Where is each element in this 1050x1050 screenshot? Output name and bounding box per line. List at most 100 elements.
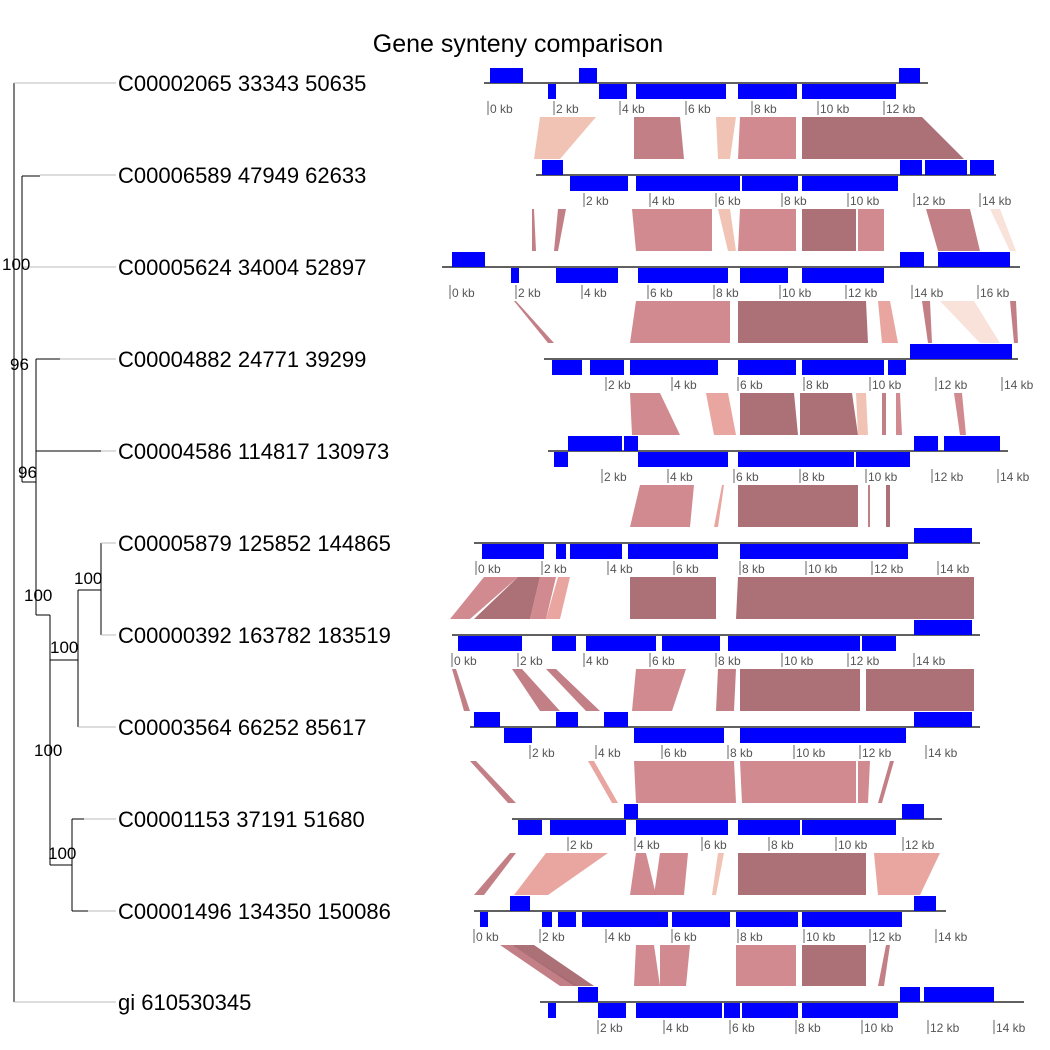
synteny-link (940, 301, 1000, 343)
tick-label: 2 kb (556, 102, 579, 116)
leaf-label-6: C00000392 163782 183519 (118, 623, 391, 648)
synteny-links (450, 117, 1018, 986)
synteny-link (474, 577, 540, 619)
synteny-link (512, 669, 560, 711)
gene-block (636, 84, 726, 99)
synteny-link (856, 393, 868, 435)
gene-block (556, 544, 566, 559)
tick-label: 0 kb (490, 102, 513, 116)
gene-block (802, 268, 878, 283)
tick-label: 8 kb (742, 562, 765, 576)
synteny-link (630, 485, 694, 527)
gene-block (902, 804, 924, 819)
gene-block (900, 160, 922, 175)
genome-track-4: 2 kb 4 kb 6 kb 8 kb 10 kb 12 kb 14 kb (548, 436, 1030, 484)
genome-track-3: 2 kb 4 kb 6 kb 8 kb 10 kb 12 kb 14 kb (544, 344, 1034, 392)
synteny-link (514, 853, 608, 895)
gene-block (582, 912, 668, 927)
gene-block (482, 544, 544, 559)
support-value-7: 100 (48, 844, 76, 863)
genome-track-1: 2 kb 4 kb 6 kb 8 kb 10 kb 12 kb 14 kb (536, 160, 1012, 208)
gene-block (480, 912, 488, 927)
gene-block (856, 452, 910, 467)
synteny-link (534, 117, 596, 159)
gene-block (599, 84, 627, 99)
gene-block (542, 160, 563, 175)
tick-label: 8 kb (740, 930, 763, 944)
tree-leaf-labels: C00002065 33343 50635 C00006589 47949 626… (118, 71, 391, 1015)
genome-track-9: 0 kb 2 kb 4 kb 6 kb 8 kb 10 kb 12 kb 14 kb (473, 896, 968, 944)
synteny-link (874, 853, 940, 895)
synteny-link (738, 853, 866, 895)
gene-block (802, 912, 902, 927)
synteny-link (878, 761, 894, 803)
tick-label: 6 kb (732, 1021, 755, 1035)
gene-block (802, 360, 884, 375)
gene-block (542, 912, 552, 927)
leaf-label-8: C00001153 37191 51680 (118, 807, 365, 832)
synteny-link (714, 485, 724, 527)
tick-label: 10 kb (782, 286, 812, 300)
synteny-link (654, 853, 688, 895)
genome-track-10: 2 kb 4 kb 6 kb 8 kb 10 kb 12 kb 14 kb (540, 987, 1026, 1035)
gene-block (458, 636, 522, 651)
leaf-label-7: C00003564 66252 85617 (118, 715, 366, 740)
support-value-5: 100 (50, 638, 78, 657)
gene-block (878, 268, 884, 283)
synteny-link (738, 301, 868, 343)
synteny-link (738, 485, 858, 527)
tick-label: 6 kb (740, 378, 763, 392)
support-value-1: 96 (10, 355, 29, 374)
support-value-2: 96 (18, 463, 37, 482)
support-value-3: 100 (24, 586, 52, 605)
tick-label: 14 kb (914, 286, 944, 300)
gene-block (634, 728, 724, 743)
tick-label: 12 kb (848, 286, 878, 300)
tick-label: 2 kb (570, 838, 593, 852)
gene-block (802, 820, 896, 835)
gene-block (900, 252, 924, 267)
synteny-link (802, 209, 856, 251)
tick-label: 4 kb (586, 654, 609, 668)
tick-label: 8 kb (784, 194, 807, 208)
gene-block (900, 987, 920, 1002)
gene-block (914, 436, 938, 451)
tick-label: 12 kb (874, 562, 904, 576)
gene-block (628, 544, 718, 559)
tick-label: 0 kb (478, 562, 501, 576)
tick-label: 2 kb (608, 378, 631, 392)
gene-block (511, 268, 519, 283)
gene-block (624, 804, 638, 819)
tick-label: 4 kb (610, 562, 633, 576)
gene-block (888, 360, 906, 375)
gene-block (570, 544, 622, 559)
gene-block (638, 268, 728, 283)
synteny-link (512, 945, 594, 986)
gene-block (554, 452, 568, 467)
tick-label: 10 kb (868, 470, 898, 484)
synteny-link (634, 761, 736, 803)
gene-block (914, 896, 936, 911)
gene-block (474, 712, 500, 727)
gene-block (738, 84, 797, 99)
tick-label: 6 kb (736, 470, 759, 484)
figure-title: Gene synteny comparison (373, 30, 663, 58)
tick-label: 8 kb (716, 286, 739, 300)
gene-block (938, 252, 1010, 267)
tick-label: 6 kb (652, 654, 675, 668)
gene-block (570, 176, 628, 191)
synteny-link (532, 209, 536, 251)
gene-block (586, 636, 656, 651)
leaf-label-1: C00006589 47949 62633 (118, 163, 366, 188)
synteny-link (706, 393, 736, 435)
tick-label: 8 kb (771, 838, 794, 852)
tree-support-values: 100 96 96 100 100 100 100 100 (2, 255, 102, 863)
tick-label: 8 kb (754, 102, 777, 116)
tick-label: 14 kb (938, 930, 968, 944)
gene-block (548, 84, 556, 99)
synteny-link (660, 945, 690, 986)
genome-track-8: 2 kb 4 kb 6 kb 8 kb 10 kb 12 kb (512, 804, 942, 852)
genome-track-6: 0 kb 2 kb 4 kb 6 kb 8 kb 10 kb 12 kb 14 kb (451, 620, 980, 668)
gene-block (604, 712, 628, 727)
